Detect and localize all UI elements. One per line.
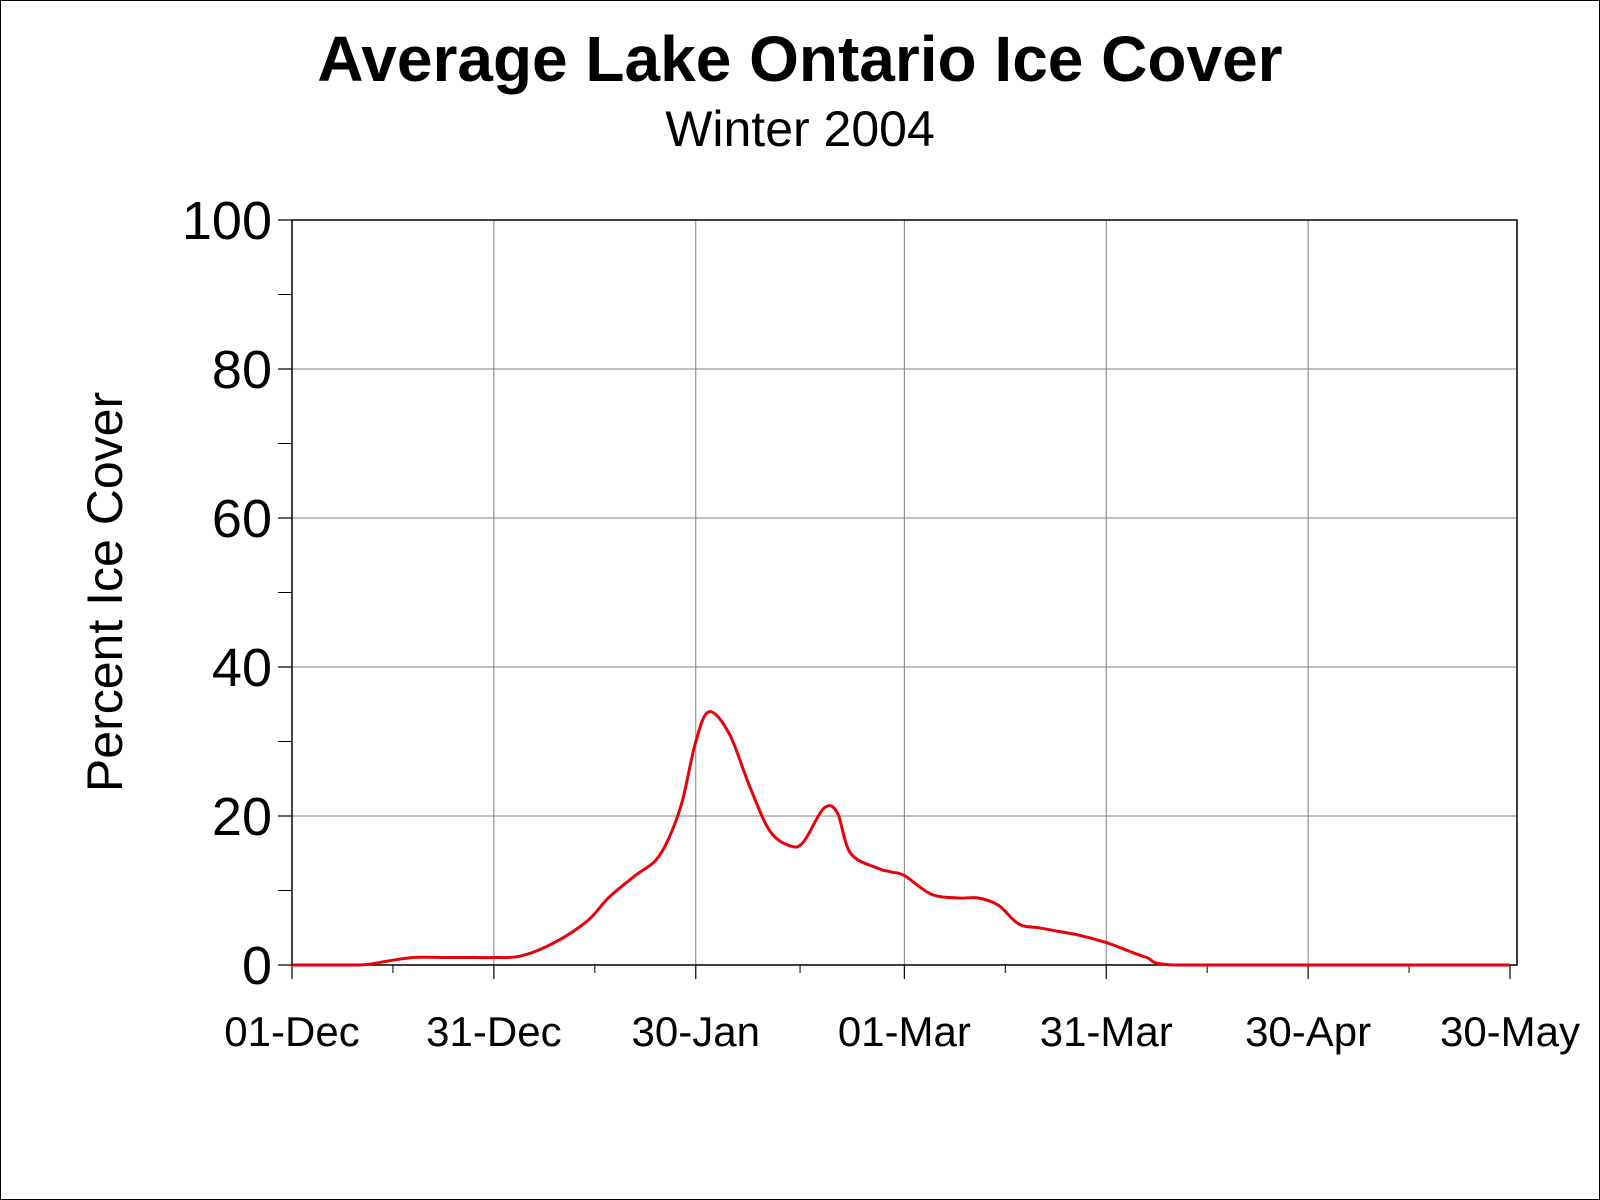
y-tick-label: 40 [212, 638, 272, 698]
x-tick-label: 30-Jan [632, 1008, 760, 1055]
y-tick-label: 60 [212, 489, 272, 549]
y-tick-label: 80 [212, 340, 272, 400]
y-axis-label: Percent Ice Cover [77, 392, 133, 792]
x-tick-label: 01-Mar [838, 1008, 971, 1055]
chart-title: Average Lake Ontario Ice Cover [317, 23, 1283, 95]
series-line [292, 710, 1510, 967]
x-tick-label: 31-Mar [1040, 1008, 1173, 1055]
y-tick-label: 0 [242, 936, 272, 996]
y-tick-label: 20 [212, 787, 272, 847]
x-tick-label: 01-Dec [224, 1008, 359, 1055]
chart-subtitle: Winter 2004 [665, 101, 935, 157]
x-tick-label: 30-Apr [1245, 1008, 1371, 1055]
series-group [292, 710, 1510, 967]
x-tick-label: 31-Dec [426, 1008, 561, 1055]
y-tick-label: 100 [182, 191, 272, 251]
y-minor-ticks [278, 294, 292, 891]
grid-lines [292, 219, 1517, 966]
x-axis: 01-Dec 31-Dec 30-Jan 01-Mar 31-Mar 30-Apr 30-M… [224, 965, 1580, 1055]
x-tick-label: 30-May [1440, 1008, 1580, 1055]
y-axis: 0 20 40 60 80 100 [182, 191, 292, 996]
